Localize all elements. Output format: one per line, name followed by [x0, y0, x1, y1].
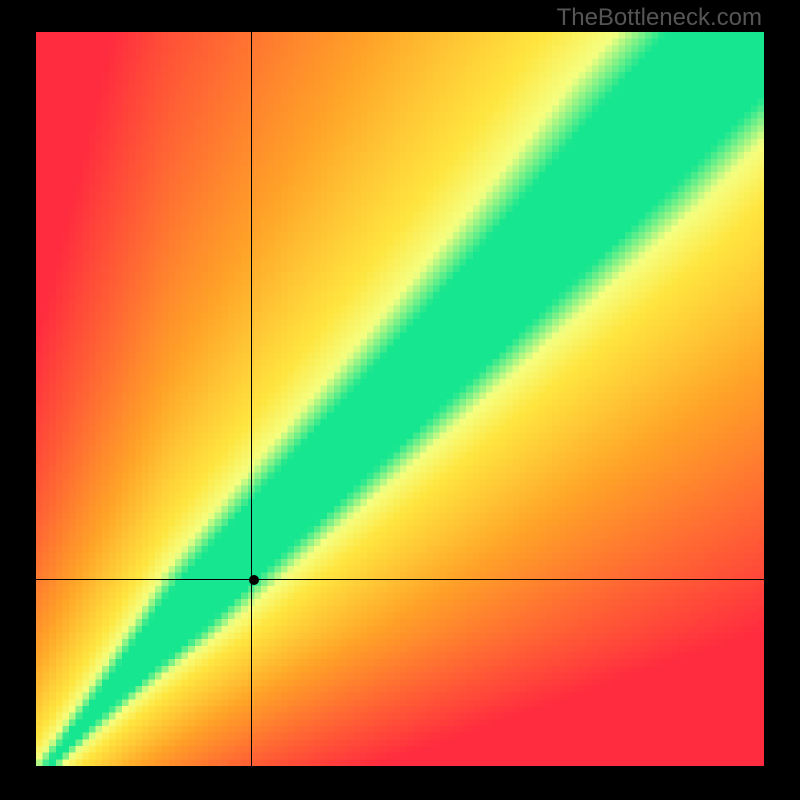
heatmap-canvas — [36, 32, 764, 766]
plot-area — [36, 32, 764, 766]
heatmap-wrap — [36, 32, 764, 766]
data-point-marker — [249, 575, 259, 585]
chart-container: TheBottleneck.com — [0, 0, 800, 800]
watermark-text: TheBottleneck.com — [557, 4, 762, 32]
crosshair-vertical — [251, 32, 252, 766]
crosshair-horizontal — [36, 579, 764, 580]
